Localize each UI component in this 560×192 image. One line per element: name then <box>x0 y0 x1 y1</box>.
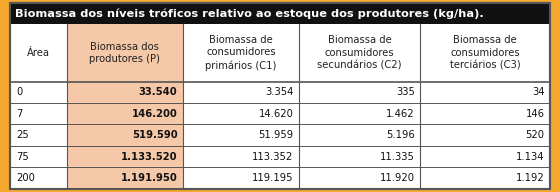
Text: 5.196: 5.196 <box>386 130 415 140</box>
Text: 51.959: 51.959 <box>258 130 293 140</box>
Text: 33.540: 33.540 <box>139 87 178 98</box>
Text: 520: 520 <box>525 130 544 140</box>
Text: 1.191.950: 1.191.950 <box>121 173 178 183</box>
Text: 1.133.520: 1.133.520 <box>121 151 178 161</box>
Text: 7: 7 <box>17 109 23 119</box>
Text: 1.134: 1.134 <box>516 151 544 161</box>
Text: 11.920: 11.920 <box>380 173 415 183</box>
Bar <box>10 3 550 24</box>
Text: 75: 75 <box>17 151 29 161</box>
Text: 119.195: 119.195 <box>252 173 293 183</box>
Text: 14.620: 14.620 <box>259 109 293 119</box>
Text: 34: 34 <box>532 87 544 98</box>
Bar <box>67 24 183 189</box>
Text: 519.590: 519.590 <box>132 130 178 140</box>
Text: Área: Área <box>27 48 50 58</box>
Text: 146.200: 146.200 <box>132 109 178 119</box>
Text: 200: 200 <box>17 173 35 183</box>
Text: 335: 335 <box>396 87 415 98</box>
Text: Biomassa de
consumidores
primários (C1): Biomassa de consumidores primários (C1) <box>205 35 277 70</box>
Text: Biomassa dos
produtores (P): Biomassa dos produtores (P) <box>90 42 160 64</box>
Text: Biomassa de
consumidores
secundários (C2): Biomassa de consumidores secundários (C2… <box>318 35 402 70</box>
Text: Biomassa de
consumidores
terciários (C3): Biomassa de consumidores terciários (C3) <box>450 35 520 70</box>
Text: 146: 146 <box>525 109 544 119</box>
Text: 11.335: 11.335 <box>380 151 415 161</box>
Text: 25: 25 <box>17 130 29 140</box>
Text: 113.352: 113.352 <box>252 151 293 161</box>
Text: 3.354: 3.354 <box>265 87 293 98</box>
Text: 1.462: 1.462 <box>386 109 415 119</box>
Text: 0: 0 <box>17 87 23 98</box>
Text: Biomassa dos níveis tróficos relativo ao estoque dos produtores (kg/ha).: Biomassa dos níveis tróficos relativo ao… <box>15 8 483 19</box>
Text: 1.192: 1.192 <box>516 173 544 183</box>
